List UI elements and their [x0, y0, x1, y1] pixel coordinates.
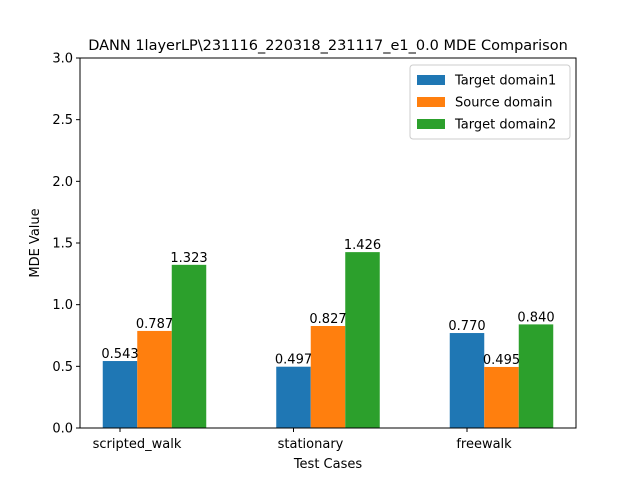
bar-value-label: 0.827: [309, 312, 346, 327]
bar: [484, 366, 519, 428]
legend-label: Target domain1: [454, 74, 556, 89]
legend-box: [409, 64, 571, 140]
x-axis-ticks: scripted_walk stationary freewalk: [93, 428, 512, 452]
bar-value-labels: 0.543 0.787 1.323 0.497 0.827 1.426 0.770 0.495…: [101, 238, 554, 368]
bar: [102, 361, 138, 428]
x-axis-label: Test Cases: [293, 457, 363, 472]
y-tick-label: 1.5: [52, 237, 73, 252]
y-tick-label: 2.0: [52, 175, 73, 190]
y-tick-label: 0.5: [52, 360, 73, 375]
bar: [518, 324, 554, 428]
bar: [276, 366, 311, 428]
bar-value-label: 1.426: [344, 238, 381, 253]
bar-value-label: 0.787: [136, 317, 173, 332]
legend-swatch: [417, 97, 445, 107]
bar-value-label: 0.840: [517, 310, 554, 325]
bar-value-label: 0.770: [448, 319, 485, 334]
bar-value-label: 0.543: [101, 347, 138, 362]
legend-swatch: [417, 119, 445, 129]
bar: [345, 252, 380, 428]
y-axis-label: MDE Value: [28, 208, 43, 277]
bar-value-label: 0.497: [275, 353, 312, 368]
bar-series-group: [102, 252, 554, 428]
legend-label: Target domain2: [454, 118, 556, 133]
bar: [310, 326, 346, 428]
y-tick-label: 0.0: [52, 422, 73, 437]
x-tick-label: freewalk: [456, 437, 512, 452]
legend: Target domain1 Source domain Target domain…: [409, 64, 571, 140]
chart-title: DANN 1layerLP\231116_220318_231117_e1_0.…: [88, 38, 568, 54]
y-tick-label: 2.5: [52, 113, 73, 128]
legend-label: Source domain: [455, 96, 552, 111]
bar: [171, 264, 207, 428]
y-tick-label: 1.0: [52, 298, 73, 313]
bar: [137, 330, 172, 428]
plot-frame: [79, 57, 577, 429]
bar-value-label: 1.323: [170, 251, 207, 266]
x-tick-label: scripted_walk: [93, 437, 182, 452]
legend-swatch: [417, 75, 445, 85]
y-axis-ticks: 0.0 0.5 1.0 1.5 2.0 2.5 3.0: [52, 52, 80, 437]
bar: [449, 333, 485, 428]
bar-value-label: 0.495: [483, 353, 520, 368]
y-tick-label: 3.0: [52, 52, 73, 67]
x-tick-label: stationary: [278, 437, 344, 452]
